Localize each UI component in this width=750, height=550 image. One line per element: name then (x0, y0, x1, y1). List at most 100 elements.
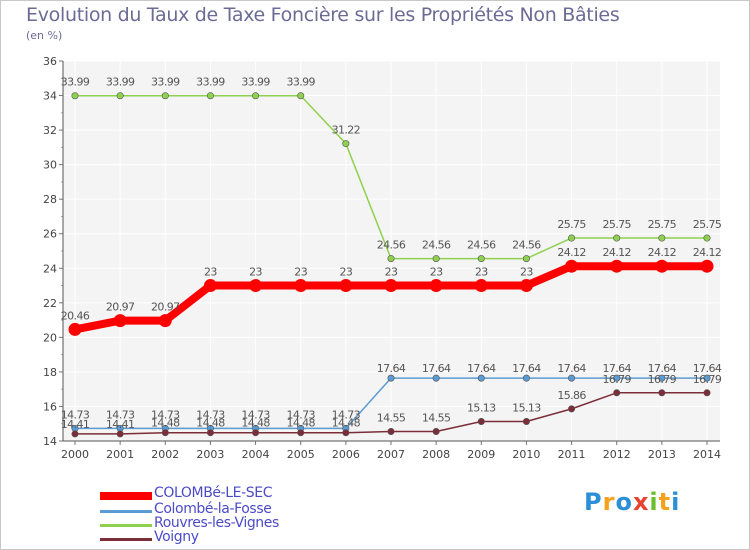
data-label: 14.48 (196, 417, 225, 430)
data-point (522, 255, 530, 263)
data-point (71, 430, 79, 438)
data-label: 17.64 (602, 362, 631, 375)
data-point (610, 259, 624, 273)
x-tick-label: 2012 (603, 448, 631, 461)
data-point (116, 430, 124, 438)
data-point (387, 255, 395, 263)
y-tick-label: 22 (43, 297, 57, 310)
legend-label: Voigny (154, 529, 199, 545)
data-point (522, 417, 530, 425)
data-point (658, 374, 666, 382)
data-point (432, 427, 440, 435)
data-point (613, 374, 621, 382)
data-point (700, 259, 714, 273)
legend-label: Colombé-la-Fosse (154, 501, 272, 517)
x-tick-label: 2004 (242, 448, 270, 461)
data-label: 23 (475, 266, 488, 279)
data-point (568, 405, 576, 413)
chart-title: Evolution du Taux de Taxe Foncière sur l… (26, 4, 620, 26)
data-point (297, 92, 305, 100)
data-label: 25.75 (557, 218, 586, 231)
data-point (568, 234, 576, 242)
data-point (613, 389, 621, 397)
data-point (387, 427, 395, 435)
x-tick-label: 2000 (61, 448, 89, 461)
data-point (384, 279, 398, 293)
data-point (429, 279, 443, 293)
y-tick-label: 24 (43, 262, 57, 275)
data-point (161, 92, 169, 100)
data-label: 14.48 (286, 417, 315, 430)
logo-letter: t (658, 488, 672, 516)
data-point (703, 374, 711, 382)
data-label: 24.56 (377, 239, 406, 252)
data-label: 33.99 (151, 76, 180, 89)
data-label: 14.73 (286, 408, 315, 421)
data-point (432, 255, 440, 263)
data-label: 33.99 (241, 76, 270, 89)
logo-letter: r (602, 488, 616, 516)
data-point (342, 140, 350, 148)
y-tick-label: 28 (43, 193, 57, 206)
data-label: 14.48 (332, 417, 361, 430)
data-point (294, 279, 308, 293)
data-label: 23 (385, 266, 398, 279)
data-label: 17.64 (422, 362, 451, 375)
legend-swatch-colombe-le-sec (100, 492, 152, 500)
data-label: 17.64 (377, 362, 406, 375)
x-tick-label: 2005 (287, 448, 315, 461)
data-label: 20.97 (151, 301, 180, 314)
data-label: 24.56 (512, 239, 541, 252)
data-label: 23 (520, 266, 533, 279)
data-point (387, 374, 395, 382)
x-tick-label: 2014 (693, 448, 721, 461)
data-point (158, 314, 172, 328)
legend-swatch-voigny (100, 538, 152, 541)
data-point (342, 429, 350, 437)
data-point (477, 255, 485, 263)
data-label: 14.73 (196, 408, 225, 421)
logo-letter: i (671, 488, 681, 516)
x-tick-label: 2010 (512, 448, 540, 461)
x-tick-label: 2007 (377, 448, 405, 461)
data-point (432, 374, 440, 382)
data-label: 23 (339, 266, 352, 279)
data-point (477, 374, 485, 382)
legend-label: Rouvres-les-Vignes (154, 515, 279, 531)
data-point (565, 259, 579, 273)
data-label: 14.55 (422, 412, 451, 425)
data-point (161, 429, 169, 437)
data-point (252, 429, 260, 437)
data-label: 14.48 (241, 417, 270, 430)
data-label: 15.13 (512, 401, 541, 414)
y-tick-label: 20 (43, 331, 57, 344)
data-point (297, 429, 305, 437)
data-point (339, 279, 353, 293)
data-label: 16.79 (602, 373, 631, 386)
data-point (206, 429, 214, 437)
data-label: 14.73 (151, 408, 180, 421)
x-tick-label: 2013 (648, 448, 676, 461)
x-tick-label: 2008 (422, 448, 450, 461)
logo-letter: x (632, 488, 650, 516)
proxiti-logo: Proxiti (584, 488, 680, 516)
data-point (613, 234, 621, 242)
x-tick-label: 2009 (467, 448, 495, 461)
logo-letter: o (615, 488, 633, 516)
data-label: 25.75 (648, 218, 677, 231)
data-label: 33.99 (196, 76, 225, 89)
data-label: 24.12 (648, 246, 677, 259)
data-point (519, 279, 533, 293)
data-point (522, 374, 530, 382)
data-label: 14.41 (61, 418, 90, 431)
data-label: 17.64 (693, 362, 722, 375)
data-label: 14.55 (377, 412, 406, 425)
data-point (203, 279, 217, 293)
y-tick-label: 34 (43, 90, 57, 103)
data-label: 24.56 (467, 239, 496, 252)
y-tick-label: 32 (43, 124, 57, 137)
data-label: 17.64 (557, 362, 586, 375)
data-point (568, 374, 576, 382)
data-point (113, 314, 127, 328)
data-label: 23 (204, 266, 217, 279)
